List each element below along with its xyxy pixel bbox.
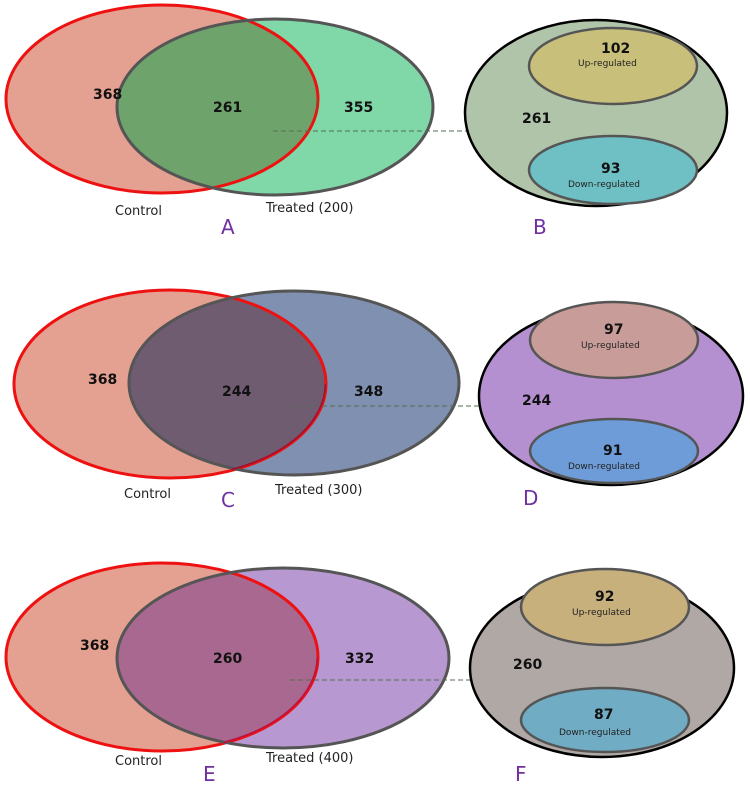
up-regulated-set <box>528 300 700 380</box>
intersection-count: 261 <box>213 100 242 116</box>
down-regulated-count: 93 <box>601 161 620 177</box>
up-regulated-label: Up-regulated <box>578 59 637 69</box>
down-regulated-count: 91 <box>603 443 622 459</box>
treated-label: Treated (400) <box>265 751 354 766</box>
control-only-count: 368 <box>93 87 122 103</box>
up-regulated-set <box>527 26 699 106</box>
down-regulated-label: Down-regulated <box>568 180 640 190</box>
down-regulated-set <box>519 686 691 754</box>
venn-panel-a: 368 261 355 Control Treated (200) A <box>4 3 500 239</box>
venn-panel-e: 368 260 332 Control Treated (400) E <box>4 561 519 786</box>
total-count: 261 <box>522 111 551 127</box>
total-count: 244 <box>522 393 551 409</box>
down-regulated-label: Down-regulated <box>568 462 640 472</box>
up-regulated-label: Up-regulated <box>572 608 631 618</box>
intersection-count: 244 <box>222 384 251 400</box>
treated-only-count: 332 <box>345 651 374 667</box>
venn-panel-c: 368 244 348 Control Treated (300) C <box>12 288 519 512</box>
down-regulated-set <box>527 134 699 206</box>
down-regulated-count: 87 <box>594 707 613 723</box>
down-regulated-label: Down-regulated <box>559 728 631 738</box>
treated-label: Treated (200) <box>265 201 354 216</box>
subset-panel-f: 260 92 Up-regulated 87 Down-regulated F <box>468 567 736 786</box>
up-regulated-set <box>519 567 691 647</box>
subset-panel-d: 244 97 Up-regulated 91 Down-regulated D <box>477 300 745 510</box>
control-only-count: 368 <box>80 638 109 654</box>
treated-only-count: 355 <box>344 100 373 116</box>
panel-label: F <box>515 762 527 786</box>
overlap-region <box>117 19 318 193</box>
panel-label: A <box>221 215 235 239</box>
control-label: Control <box>115 204 162 219</box>
down-regulated-set <box>528 417 700 485</box>
up-regulated-count: 97 <box>604 322 623 338</box>
control-only-count: 368 <box>88 372 117 388</box>
up-regulated-label: Up-regulated <box>581 341 640 351</box>
panel-label: C <box>221 488 235 512</box>
up-regulated-count: 102 <box>601 41 630 57</box>
panel-label: E <box>203 762 216 786</box>
treated-label: Treated (300) <box>274 483 363 498</box>
panel-label: B <box>533 215 547 239</box>
panel-label: D <box>523 486 538 510</box>
overlap-region <box>129 291 326 475</box>
control-label: Control <box>115 754 162 769</box>
up-regulated-count: 92 <box>595 589 614 605</box>
overlap-region <box>117 568 318 748</box>
control-label: Control <box>124 487 171 502</box>
subset-panel-b: 261 102 Up-regulated 93 Down-regulated B <box>463 18 729 239</box>
treated-only-count: 348 <box>354 384 383 400</box>
intersection-count: 260 <box>213 651 242 667</box>
total-count: 260 <box>513 657 542 673</box>
